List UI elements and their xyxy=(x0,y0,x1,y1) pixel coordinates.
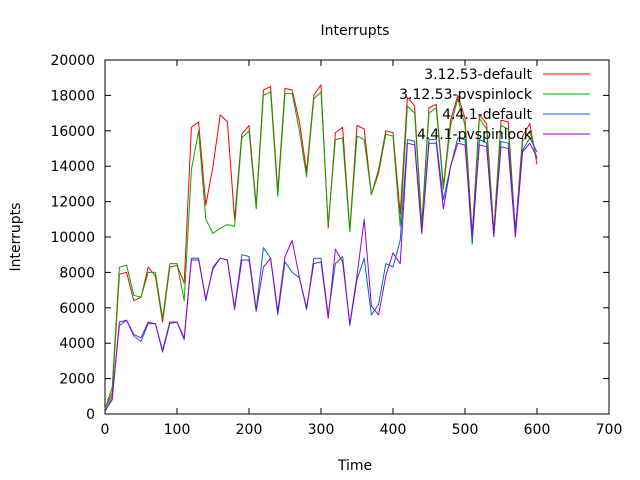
y-tick-label: 10000 xyxy=(50,230,95,246)
chart-title: Interrupts xyxy=(321,23,390,39)
legend-label: 4.4.1-default xyxy=(442,107,532,123)
x-tick-label: 400 xyxy=(380,422,407,438)
x-tick-label: 0 xyxy=(101,422,110,438)
y-tick-label: 4000 xyxy=(59,336,95,352)
y-axis-label: Interrupts xyxy=(8,203,24,272)
y-tick-label: 8000 xyxy=(59,265,95,281)
x-tick-label: 500 xyxy=(452,422,479,438)
series-lines xyxy=(104,84,538,413)
series-line-4 xyxy=(104,142,538,411)
y-tick-label: 0 xyxy=(86,407,95,423)
y-tick-label: 20000 xyxy=(50,53,95,69)
y-tick-label: 12000 xyxy=(50,195,95,211)
y-tick-label: 16000 xyxy=(50,124,95,140)
legend: 3.12.53-default 3.12.53-pvspinlock 4.4.1-d… xyxy=(399,67,590,143)
legend-label: 4.4.1-pvspinlock xyxy=(417,127,533,143)
legend-label: 3.12.53-default xyxy=(424,67,532,83)
x-tick-label: 100 xyxy=(164,422,191,438)
x-axis-label: Time xyxy=(337,458,372,474)
x-tick-label: 700 xyxy=(596,422,623,438)
axis-ticks: 0 100 200 300 400 500 600 700 0 2000 4000 6000 8000 1… xyxy=(50,53,622,438)
y-tick-label: 18000 xyxy=(50,88,95,104)
y-tick-label: 14000 xyxy=(50,159,95,175)
legend-label: 3.12.53-pvspinlock xyxy=(399,87,533,103)
y-tick-label: 6000 xyxy=(59,301,95,317)
y-tick-label: 2000 xyxy=(59,372,95,388)
x-tick-label: 300 xyxy=(308,422,335,438)
x-tick-label: 600 xyxy=(524,422,551,438)
x-tick-label: 200 xyxy=(236,422,263,438)
series-line-2 xyxy=(104,91,538,409)
